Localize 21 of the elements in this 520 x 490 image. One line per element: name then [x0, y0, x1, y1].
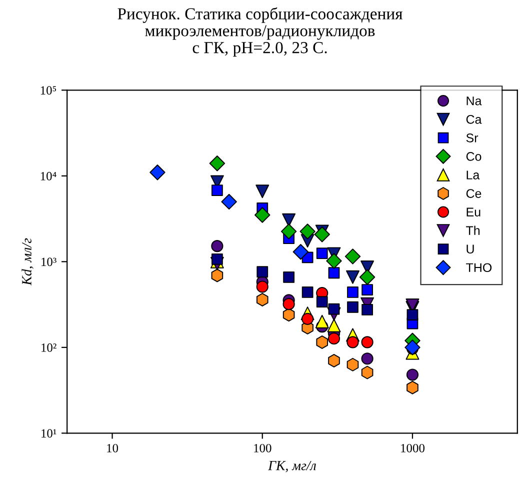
legend-label: Eu [466, 208, 480, 216]
x-tick-label: 10 [107, 444, 118, 452]
legend-label: Th [466, 226, 480, 235]
x-tick-label: 1000 [401, 444, 425, 452]
legend-label: Sr [466, 134, 478, 142]
y-axis-title: Kd, мл/г [22, 238, 34, 286]
legend-label: Co [466, 152, 482, 161]
x-tick-label: 100 [254, 444, 272, 452]
y-tick-label: 10⁵ [40, 86, 56, 95]
chart-title: Рисунок. Статика сорбции-соосаждения микроэлементов/радионуклидов с ГК, pH=2.0, 23 C. [118, 7, 402, 57]
legend-label: La [466, 170, 480, 180]
legend-label: Na [466, 96, 482, 106]
legend-label: Ca [466, 114, 482, 124]
y-tick-label: 10² [42, 343, 56, 352]
y-tick-label: 10³ [42, 258, 56, 266]
legend-label: Ce [466, 189, 482, 198]
y-tick-label: 10¹ [42, 429, 56, 438]
legend-label: THO [466, 263, 492, 272]
y-tick-label: 10⁴ [40, 172, 56, 180]
x-axis-title: ГК, мг/л [268, 460, 316, 472]
legend-label: U [466, 244, 474, 254]
